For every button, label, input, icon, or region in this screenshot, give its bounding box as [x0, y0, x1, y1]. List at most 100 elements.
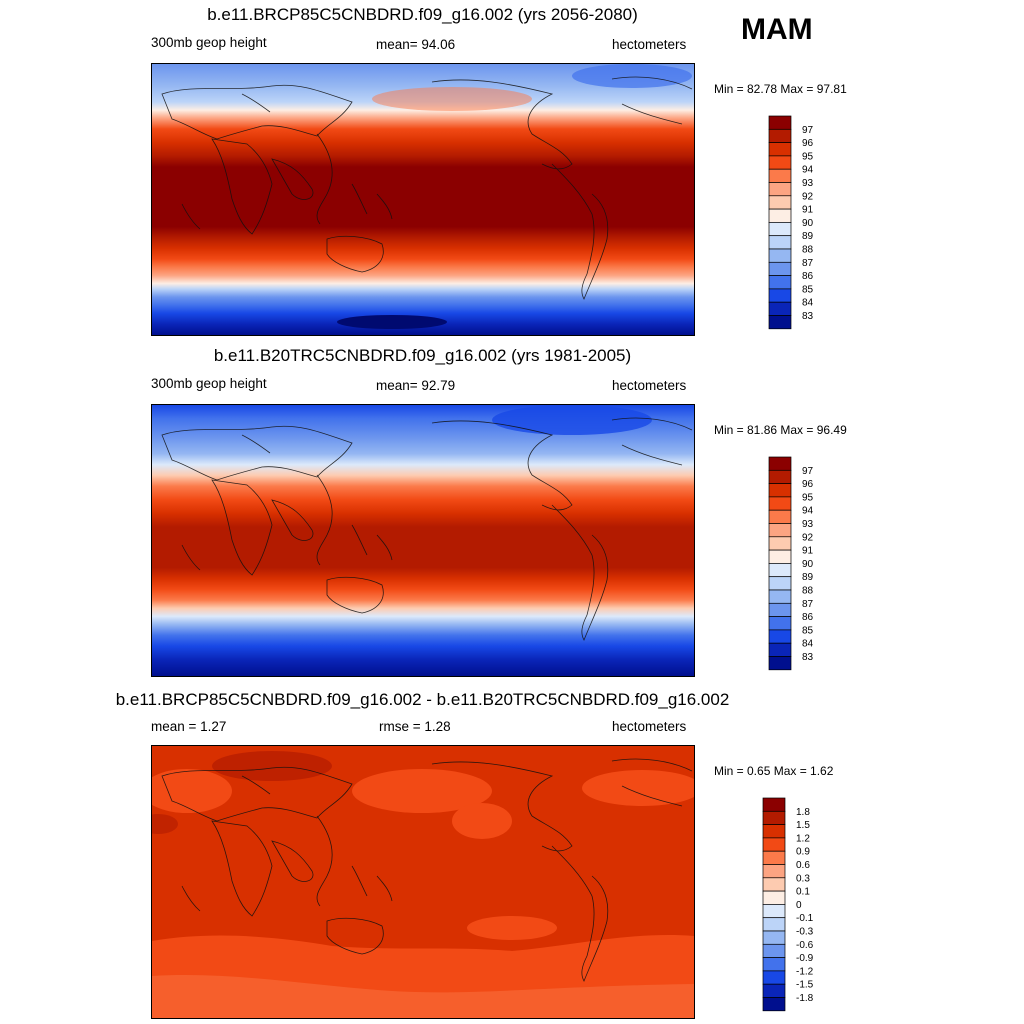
panel3-colorbar-tick-label: 1.8: [796, 807, 810, 818]
panel2-colorbar-tick-label: 90: [802, 559, 814, 570]
panel1-colorbar-box: [768, 248, 792, 263]
panel3-colorbar-box: [762, 917, 786, 932]
panel2-map: [151, 404, 695, 677]
panel1-map-graphic: [152, 64, 694, 335]
panel3-colorbar-box: [762, 797, 786, 812]
panel2-colorbar-tick-label: 94: [802, 506, 814, 517]
panel1-colorbar-graphic: 97 96 95 94 93 92 91 90 89 88 87 86 85 84 83: [768, 115, 814, 330]
panel2-colorbar-box: [768, 509, 792, 524]
panel1-colorbar-tick-label: 97: [802, 125, 814, 136]
panel1-colorbar-box: [768, 142, 792, 157]
panel2-colorbar-tick-label: 85: [802, 625, 814, 636]
panel2-map-graphic: [152, 405, 694, 676]
panel3-colorbar-box: [762, 810, 786, 825]
panel3-colorbar-box: [762, 983, 786, 998]
panel1-colorbar-tick-label: 85: [802, 284, 814, 295]
panel2-colorbar-box: [768, 469, 792, 484]
panel2-colorbar-box: [768, 576, 792, 591]
panel1-colorbar-tick-label: 96: [802, 138, 814, 149]
season-label: MAM: [741, 13, 813, 46]
panel1-colorbar-box: [768, 195, 792, 210]
panel3-colorbar-tick-label: -1.8: [796, 993, 814, 1004]
panel3-map: [151, 745, 695, 1019]
panel3-mean-label: mean = 1.27: [151, 719, 227, 734]
panel3-colorbar-box: [762, 943, 786, 958]
panel1-colorbar-box: [768, 301, 792, 316]
panel2-colorbar-box: [768, 629, 792, 644]
panel1-left-label: 300mb geop height: [151, 35, 267, 50]
panel1-colorbar-box: [768, 288, 792, 303]
panel1-colorbar-box: [768, 222, 792, 237]
panel2-colorbar-box: [768, 642, 792, 657]
panel1-colorbar-tick-label: 83: [802, 311, 814, 322]
panel1-colorbar-tick-label: 90: [802, 218, 814, 229]
panel2-colorbar-box: [768, 563, 792, 578]
panel3-colorbar-box: [762, 890, 786, 905]
panel2-colorbar-box: [768, 549, 792, 564]
panel3-colorbar-box: [762, 930, 786, 945]
panel2-mean-label: mean= 92.79: [376, 378, 456, 393]
panel3-colorbar-labels: 1.8 1.5 1.2 0.9 0.6 0.3 0.1 0 -0.1 -0.3 -0.6 -0.9 -1…: [796, 807, 814, 1004]
panel1-map: [151, 63, 695, 336]
panel2-left-label: 300mb geop height: [151, 376, 267, 391]
panel2-colorbar-box: [768, 483, 792, 498]
panel3-units-label: hectometers: [612, 719, 687, 734]
panel2-colorbar-box: [768, 496, 792, 511]
panel1-colorbar-box: [768, 168, 792, 183]
panel2-colorbar-tick-label: 96: [802, 479, 814, 490]
panel3-colorbar-box: [762, 837, 786, 852]
panel1-colorbar-tick-label: 86: [802, 271, 814, 282]
panel2-colorbar-box: [768, 523, 792, 538]
panel3-colorbar-tick-label: 1.2: [796, 833, 810, 844]
panel1-colorbar-tick-label: 87: [802, 258, 814, 269]
panel2-colorbar-box: [768, 456, 792, 471]
panel1-colorbar-box: [768, 182, 792, 197]
panel2-colorbar: 97 96 95 94 93 92 91 90 89 88 87 86 85 84 83: [768, 456, 829, 671]
panel3-colorbar-tick-label: -0.9: [796, 953, 814, 964]
panel3-colorbar-tick-label: -0.1: [796, 913, 814, 924]
panel1-colorbar-tick-label: 95: [802, 151, 814, 162]
panel1-colorbar-box: [768, 261, 792, 276]
panel1-title: b.e11.BRCP85C5CNBDRD.f09_g16.002 (yrs 20…: [207, 5, 638, 24]
panel3-colorbar-tick-label: -1.5: [796, 980, 814, 991]
panel1-colorbar-boxes: [768, 115, 792, 330]
panel3-colorbar-tick-label: 0.9: [796, 847, 810, 858]
panel1-colorbar-tick-label: 88: [802, 245, 814, 256]
panel1-colorbar-tick-label: 94: [802, 165, 814, 176]
panel2-colorbar-tick-label: 88: [802, 586, 814, 597]
panel2-colorbar-tick-label: 89: [802, 572, 814, 583]
panel1-colorbar-box: [768, 235, 792, 250]
panel2-title: b.e11.B20TRC5CNBDRD.f09_g16.002 (yrs 198…: [213, 346, 632, 365]
panel2-colorbar-graphic: 97 96 95 94 93 92 91 90 89 88 87 86 85 84 83: [768, 456, 814, 671]
panel1-mean-label: mean= 94.06: [376, 37, 456, 52]
panel2-colorbar-tick-label: 87: [802, 599, 814, 610]
panel2-colorbar-tick-label: 97: [802, 466, 814, 477]
panel1-colorbar-box: [768, 155, 792, 170]
panel1-colorbar-box: [768, 115, 792, 130]
panel1-colorbar-box: [768, 315, 792, 330]
panel3-colorbar-tick-label: 0: [796, 900, 802, 911]
panel1-colorbar-labels: 97 96 95 94 93 92 91 90 89 88 87 86 85 84 83: [802, 125, 814, 322]
panel3-colorbar-box: [762, 864, 786, 879]
panel2-minmax: Min = 81.86 Max = 96.49: [714, 423, 847, 437]
panel2-units-label: hectometers: [612, 378, 687, 393]
panel1-colorbar-box: [768, 208, 792, 223]
panel3-map-graphic: [152, 746, 694, 1018]
panel3-colorbar-tick-label: 0.6: [796, 860, 810, 871]
panel1-units-label: hectometers: [612, 37, 687, 52]
panel2-colorbar-tick-label: 84: [802, 639, 814, 650]
panel2-colorbar-tick-label: 91: [802, 546, 814, 557]
panel3-title: b.e11.BRCP85C5CNBDRD.f09_g16.002 - b.e11…: [115, 690, 730, 709]
panel3-minmax: Min = 0.65 Max = 1.62: [714, 764, 834, 778]
panel1-colorbar: 97 96 95 94 93 92 91 90 89 88 87 86 85 84 83: [768, 115, 829, 330]
panel3-colorbar-box: [762, 957, 786, 972]
panel3-colorbar-tick-label: 1.5: [796, 820, 810, 831]
panel3-rmse-label: rmse = 1.28: [379, 719, 451, 734]
panel3-colorbar-tick-label: 0.3: [796, 873, 810, 884]
panel2-colorbar-tick-label: 92: [802, 532, 814, 543]
panel3-colorbar-box: [762, 824, 786, 839]
panel3-colorbar-tick-label: -0.3: [796, 927, 814, 938]
panel2-colorbar-labels: 97 96 95 94 93 92 91 90 89 88 87 86 85 84 83: [802, 466, 814, 663]
panel1-colorbar-box: [768, 128, 792, 143]
panel2-colorbar-box: [768, 616, 792, 631]
